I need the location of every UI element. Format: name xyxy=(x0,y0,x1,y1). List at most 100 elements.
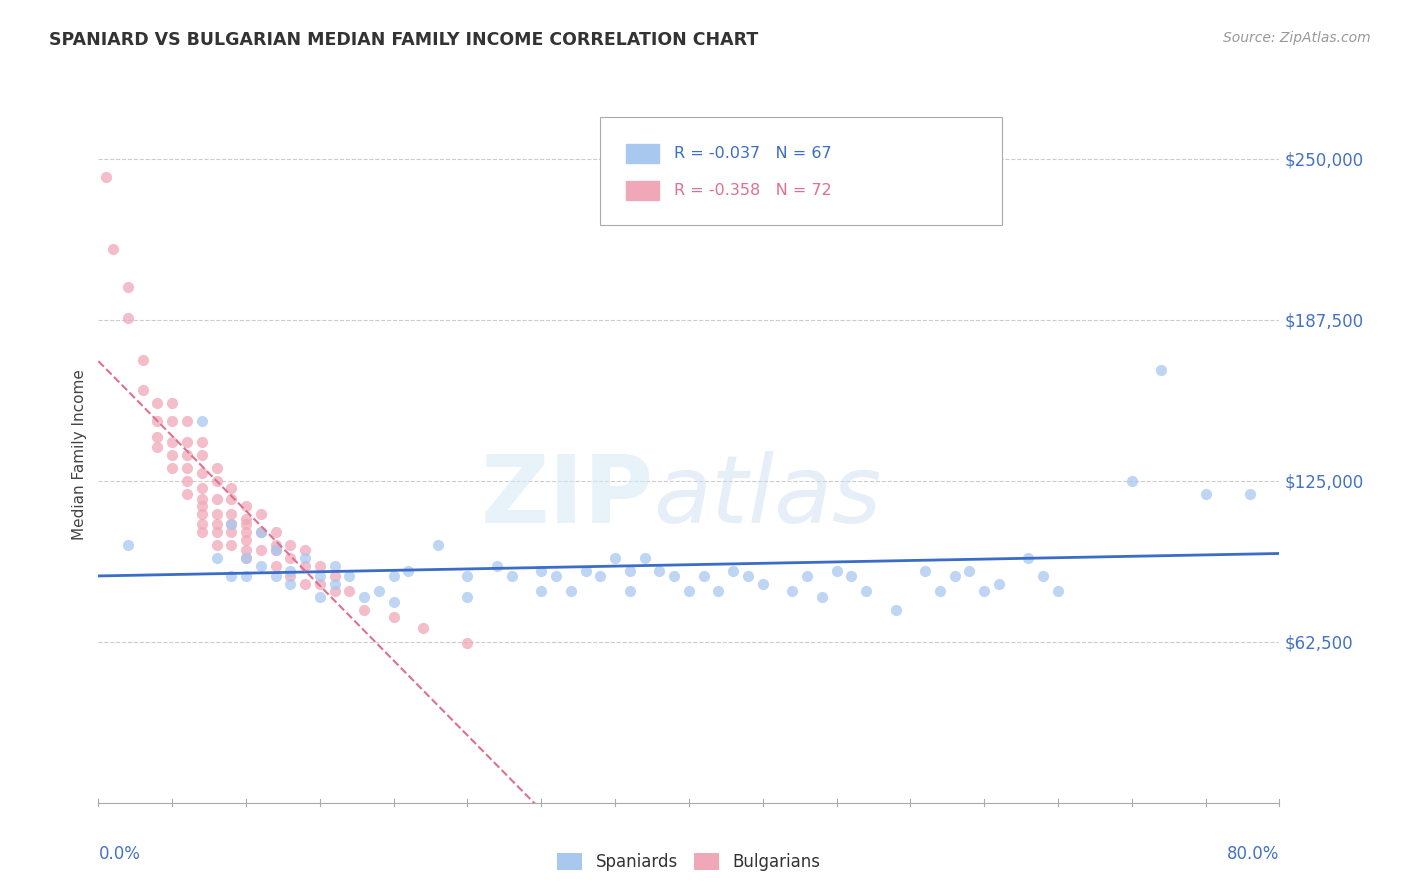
Point xyxy=(278,538,302,552)
Legend: Spaniards, Bulgarians: Spaniards, Bulgarians xyxy=(551,847,827,878)
Point xyxy=(191,507,214,521)
Point xyxy=(219,525,242,540)
Point xyxy=(309,558,332,573)
Text: R = -0.037   N = 67: R = -0.037 N = 67 xyxy=(673,146,831,161)
Point xyxy=(205,460,228,475)
Point xyxy=(191,414,214,428)
Point xyxy=(235,533,257,547)
Point xyxy=(191,435,214,450)
Point xyxy=(205,491,228,506)
Point xyxy=(250,507,273,521)
Point xyxy=(693,569,716,583)
Point xyxy=(205,507,228,521)
Point xyxy=(855,584,877,599)
Point xyxy=(707,584,730,599)
Point xyxy=(987,576,1010,591)
Point xyxy=(191,525,214,540)
Point xyxy=(117,280,139,294)
Point xyxy=(1150,363,1173,377)
Point xyxy=(530,584,553,599)
Point xyxy=(162,435,183,450)
Point xyxy=(250,525,273,540)
Point xyxy=(191,500,214,514)
Point xyxy=(219,482,242,496)
Point xyxy=(235,512,257,526)
Point xyxy=(782,584,804,599)
Point xyxy=(278,551,302,566)
Point xyxy=(176,435,198,450)
Point xyxy=(1121,474,1143,488)
Point xyxy=(278,564,302,578)
Point xyxy=(501,569,523,583)
Point xyxy=(309,576,332,591)
Point xyxy=(176,448,198,462)
Point xyxy=(839,569,862,583)
Point xyxy=(176,474,198,488)
Point xyxy=(162,396,183,410)
Point xyxy=(678,584,700,599)
Point xyxy=(721,564,744,578)
Point xyxy=(235,551,257,566)
Point xyxy=(176,460,198,475)
Point xyxy=(323,584,346,599)
Point xyxy=(264,538,287,552)
Point xyxy=(396,564,419,578)
Text: ZIP: ZIP xyxy=(481,450,654,542)
Point xyxy=(146,414,169,428)
Point xyxy=(323,558,346,573)
Point xyxy=(456,590,478,604)
Point xyxy=(574,564,596,578)
Text: R = -0.358   N = 72: R = -0.358 N = 72 xyxy=(673,183,831,198)
Point xyxy=(560,584,582,599)
Point xyxy=(219,517,242,532)
Point xyxy=(146,430,169,444)
Point xyxy=(589,569,612,583)
Point xyxy=(264,543,287,558)
Point xyxy=(264,525,287,540)
Point xyxy=(619,564,641,578)
Point xyxy=(219,491,242,506)
Point xyxy=(959,564,981,578)
Text: 0.0%: 0.0% xyxy=(98,845,141,863)
Point xyxy=(928,584,950,599)
Point xyxy=(250,543,273,558)
Point xyxy=(943,569,966,583)
Point xyxy=(914,564,936,578)
Point xyxy=(219,507,242,521)
Point xyxy=(353,602,375,616)
Point xyxy=(205,551,228,566)
Point xyxy=(1046,584,1069,599)
FancyBboxPatch shape xyxy=(600,118,1002,226)
Point xyxy=(751,576,773,591)
Point xyxy=(235,500,257,514)
Point xyxy=(825,564,848,578)
Point xyxy=(309,590,332,604)
Point xyxy=(544,569,567,583)
Point xyxy=(264,543,287,558)
Point xyxy=(456,636,478,650)
Point xyxy=(294,543,316,558)
Point xyxy=(235,525,257,540)
Point xyxy=(337,584,360,599)
Point xyxy=(664,569,686,583)
Point xyxy=(103,242,125,256)
Point xyxy=(235,517,257,532)
Bar xyxy=(626,144,659,163)
Point xyxy=(1195,486,1218,500)
Point xyxy=(973,584,995,599)
Point xyxy=(250,558,273,573)
Point xyxy=(219,538,242,552)
Point xyxy=(648,564,671,578)
Point xyxy=(250,525,273,540)
Point xyxy=(737,569,759,583)
Point xyxy=(294,551,316,566)
Point xyxy=(382,610,405,624)
Point xyxy=(146,440,169,454)
Point xyxy=(191,448,214,462)
Point xyxy=(1017,551,1039,566)
Bar xyxy=(626,181,659,201)
Text: Source: ZipAtlas.com: Source: ZipAtlas.com xyxy=(1223,31,1371,45)
Point xyxy=(191,491,214,506)
Y-axis label: Median Family Income: Median Family Income xyxy=(72,369,87,541)
Point xyxy=(162,460,183,475)
